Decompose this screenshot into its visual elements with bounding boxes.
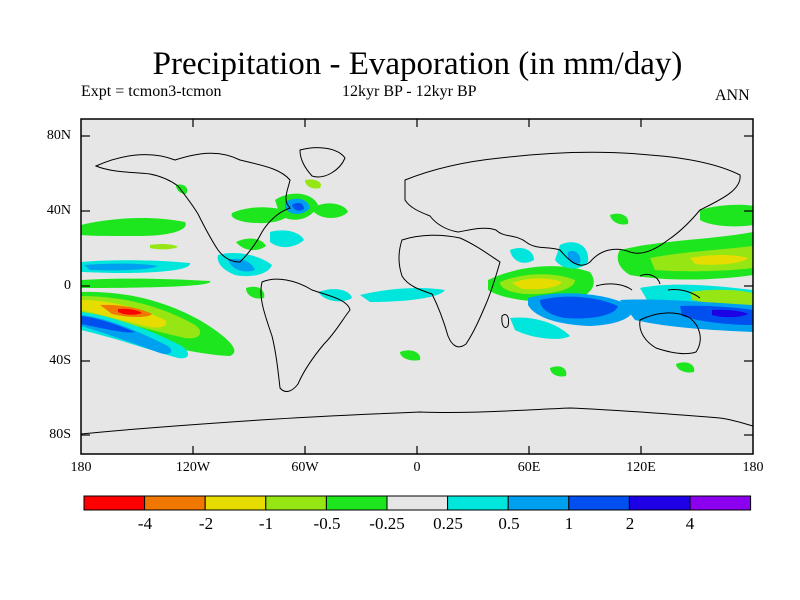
colorbar-swatch [568, 495, 630, 511]
axis-ticks [81, 119, 753, 454]
x-tick-label: 60E [517, 460, 541, 475]
colorbar-label: -0.25 [369, 514, 405, 533]
y-tick-label: 40N [46, 203, 71, 218]
coast-indonesia [595, 273, 701, 299]
field-region [314, 203, 348, 218]
field-region [400, 350, 421, 361]
colorbar-label: -1 [258, 514, 274, 533]
colorbar-swatch [386, 495, 449, 511]
field-region [700, 204, 753, 227]
field-region [540, 296, 618, 319]
field-region [81, 278, 211, 288]
colorbar-swatch [447, 495, 509, 511]
x-tick-label: 0 [413, 460, 421, 475]
field-region [305, 179, 321, 189]
field-region [118, 308, 142, 315]
x-tick-label: 60W [291, 460, 319, 475]
coastlines [80, 147, 754, 435]
x-tick-label: 180 [70, 460, 92, 475]
colorbar-label: -2 [198, 514, 214, 533]
colorbar-label: 2 [625, 514, 635, 533]
field-region [236, 238, 266, 251]
colorbar-swatch [265, 495, 327, 511]
colorbar-swatch [689, 495, 752, 511]
y-tick-label: 40S [49, 353, 71, 368]
colorbar-swatch [83, 495, 146, 511]
coast-north-america [94, 152, 291, 263]
coast-eurasia [404, 151, 741, 266]
y-tick-label: 0 [64, 278, 71, 293]
colorbar-label: -0.5 [313, 514, 341, 533]
field-region [318, 289, 352, 302]
x-tick-label: 180 [742, 460, 764, 475]
field-region [81, 218, 186, 236]
coast-south-america [260, 278, 351, 392]
field-region [510, 248, 534, 263]
coast-africa [398, 234, 501, 348]
colorbar-swatch [628, 495, 691, 511]
colorbar-label: -4 [137, 514, 153, 533]
experiment-label: Expt = tcmon3-tcmon [81, 83, 222, 100]
colorbar-label: 1 [564, 514, 574, 533]
field-region [150, 243, 178, 250]
colorbar-swatch [507, 495, 570, 511]
colorbar-label: 0.5 [498, 514, 520, 533]
field-region [84, 263, 158, 271]
field-region [231, 207, 290, 224]
field-region [510, 317, 570, 339]
field-region [270, 230, 304, 248]
field-region [81, 316, 135, 333]
colorbar-label: 0.25 [433, 514, 463, 533]
colorbar-swatch [144, 495, 206, 511]
field-region [690, 289, 753, 306]
field-region [246, 286, 265, 299]
field-region [610, 213, 629, 225]
field-region [676, 362, 695, 373]
field-region [712, 309, 748, 318]
season-label: ANN [715, 87, 750, 104]
colorbar-swatch [204, 495, 267, 511]
colorbar-swatch [325, 495, 388, 511]
coast-australia [639, 312, 701, 355]
x-tick-label: 120E [626, 460, 656, 475]
map-background [81, 119, 753, 454]
y-tick-label: 80N [46, 128, 71, 143]
x-tick-label: 120W [175, 460, 211, 475]
field-region [550, 366, 567, 377]
period-label: 12kyr BP - 12kyr BP [342, 83, 477, 100]
coast-madagascar [501, 313, 509, 329]
field-region [292, 202, 304, 211]
field-region [512, 278, 562, 290]
field-region [690, 255, 748, 265]
colorbar-label: 4 [685, 514, 695, 533]
map-title: Precipitation - Evaporation (in mm/day) [152, 46, 683, 82]
y-tick-label: 80S [49, 427, 71, 442]
coast-greenland [299, 147, 346, 178]
coast-antarctica [80, 407, 754, 435]
